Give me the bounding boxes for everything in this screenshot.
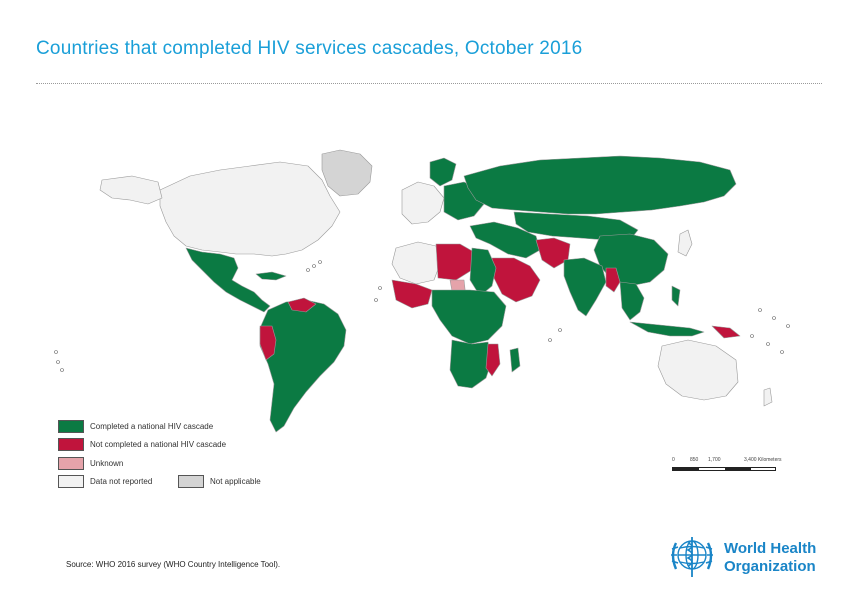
legend-item-unknown: Unknown: [58, 455, 123, 473]
region-greenland: [321, 149, 373, 197]
region-venezuela: [287, 297, 317, 313]
region-mexico-central-america: [185, 247, 271, 313]
legend-swatch: [178, 475, 204, 489]
region-indonesia: [629, 321, 705, 337]
legend-label: Unknown: [90, 459, 124, 469]
legend-label: Completed a national HIV cascade: [90, 422, 214, 432]
region-mozambique: [485, 343, 501, 377]
legend-item-not-reported: Data not reported: [58, 473, 152, 491]
title-divider: [36, 83, 822, 84]
region-madagascar: [509, 347, 521, 373]
region-central-africa: [431, 289, 507, 345]
scale-label: 1,700: [708, 457, 721, 463]
region-myanmar: [605, 267, 621, 293]
who-logo-line1: World Health: [724, 540, 817, 557]
scale-label: 0: [672, 457, 675, 463]
small-island-markers: [54, 260, 790, 372]
region-new-zealand: [763, 387, 773, 407]
region-western-europe: [401, 181, 445, 225]
scale-bar-graphic: [672, 467, 776, 471]
region-japan: [677, 229, 693, 257]
who-logo-line2: Organization: [724, 558, 816, 575]
legend-swatch: [58, 420, 84, 434]
legend-item-completed: Completed a national HIV cascade: [58, 418, 213, 436]
legend-label: Not completed a national HIV cascade: [90, 440, 227, 450]
scale-label: 850: [690, 457, 699, 463]
legend-item-not-completed: Not completed a national HIV cascade: [58, 436, 226, 454]
who-emblem-icon: [671, 537, 713, 577]
region-west-africa: [391, 279, 433, 309]
region-australia: [657, 339, 739, 401]
region-southeast-asia: [619, 281, 645, 321]
legend-label: Not applicable: [210, 477, 261, 487]
scale-label: 3,400 Kilometers: [744, 457, 782, 463]
region-india: [563, 257, 607, 317]
legend-swatch: [58, 475, 84, 489]
region-arabian-peninsula: [491, 257, 541, 303]
region-south-america: [259, 299, 347, 433]
region-alaska: [99, 175, 163, 205]
region-png: [711, 325, 741, 339]
who-logo: World Health Organization: [666, 533, 826, 579]
region-southern-africa: [449, 339, 493, 389]
region-egypt-sudan: [469, 247, 497, 297]
region-turkey-iran: [469, 221, 541, 259]
region-peru: [259, 325, 277, 361]
page-title: Countries that completed HIV services ca…: [36, 38, 583, 59]
region-philippines: [671, 285, 681, 307]
legend-swatch: [58, 438, 84, 452]
legend-label: Data not reported: [90, 477, 153, 487]
region-north-africa-west: [391, 241, 441, 285]
region-russia: [463, 155, 737, 215]
scale-bar: 0 850 1,700 3,400 Kilometers: [672, 457, 792, 477]
world-map: [54, 149, 790, 433]
region-scandinavia: [429, 157, 457, 187]
region-canada-usa: [159, 161, 341, 257]
legend-item-not-applicable: Not applicable: [178, 473, 261, 491]
region-algeria-libya: [435, 243, 475, 281]
region-cuba: [255, 271, 287, 281]
legend-swatch: [58, 457, 84, 471]
source-note: Source: WHO 2016 survey (WHO Country Int…: [66, 560, 281, 569]
